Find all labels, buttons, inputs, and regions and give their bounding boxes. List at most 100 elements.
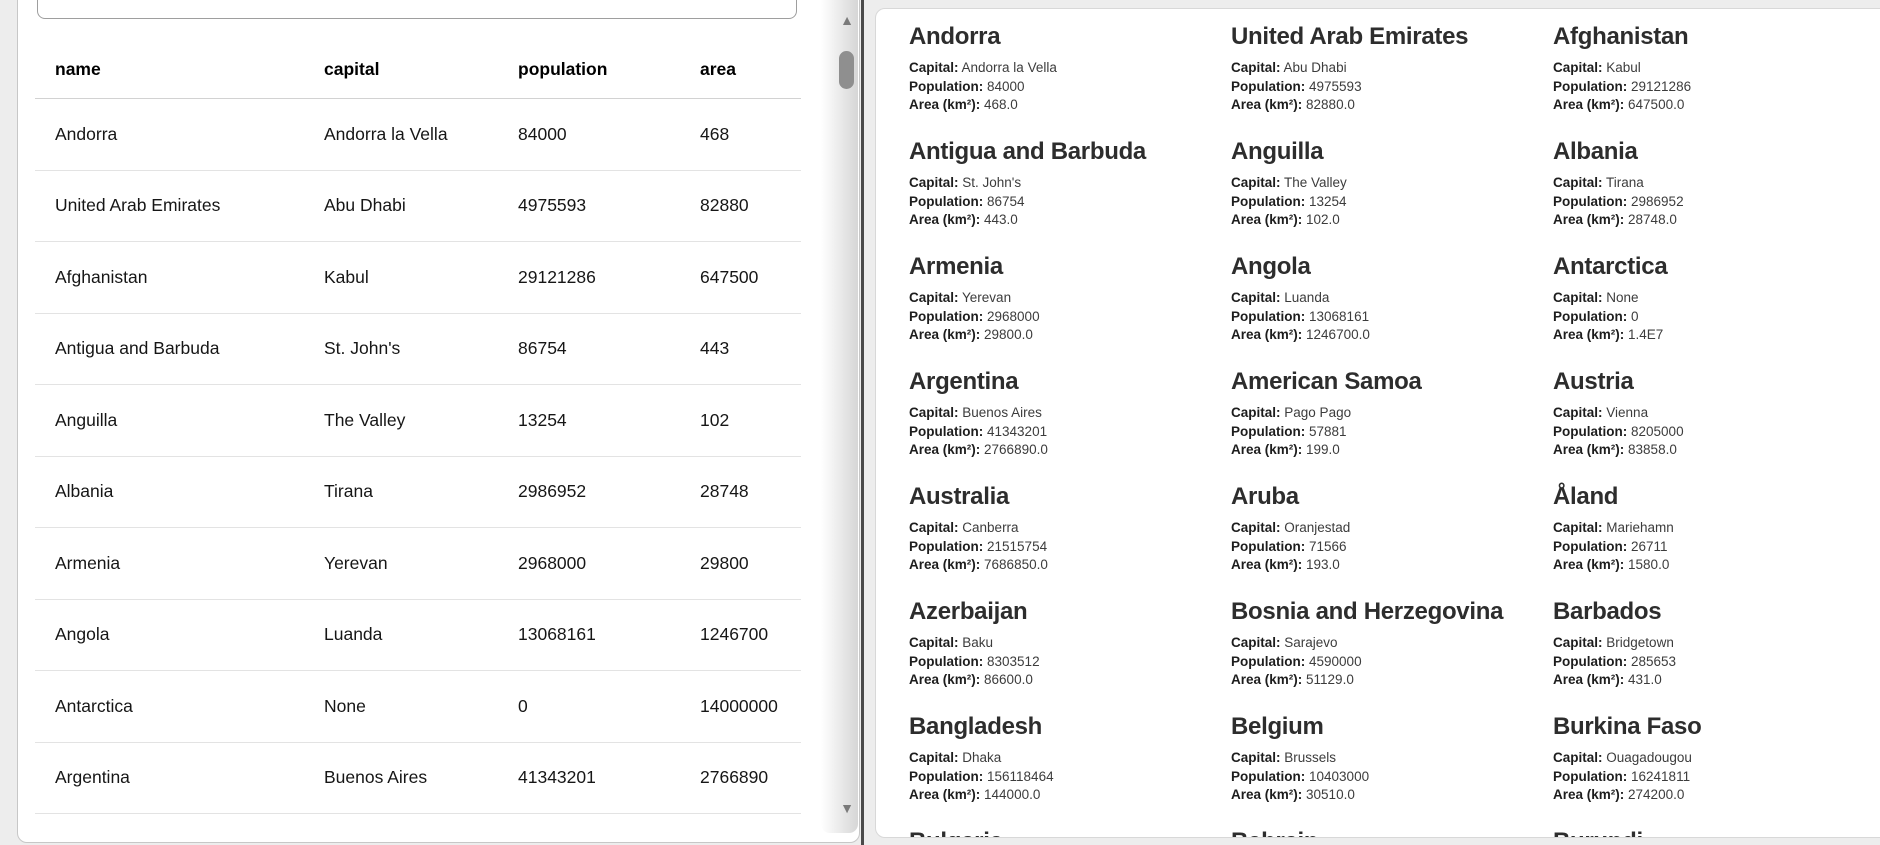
table-row[interactable]: Angola Luanda 13068161 1246700 xyxy=(35,599,801,671)
card-title: Austria xyxy=(1553,368,1634,395)
area-value: 468.0 xyxy=(984,97,1018,112)
table-row[interactable]: Argentina Buenos Aires 41343201 2766890 xyxy=(35,742,801,814)
card-capital-line: Capital: Vienna xyxy=(1553,404,1875,423)
capital-label: Capital: xyxy=(909,520,959,535)
column-header-population[interactable]: population xyxy=(498,41,680,99)
table-cell: 199 xyxy=(680,813,801,842)
card-capital-line: Capital: None xyxy=(1553,289,1875,308)
card-area-line: Area (km²): 102.0 xyxy=(1231,211,1553,230)
population-label: Population: xyxy=(909,308,984,324)
table-filter-input[interactable] xyxy=(37,0,797,19)
table-row[interactable]: Antarctica None 0 14000000 xyxy=(35,670,801,743)
column-header-capital[interactable]: capital xyxy=(304,41,498,99)
capital-label: Capital: xyxy=(1231,635,1281,650)
table-row[interactable]: Anguilla The Valley 13254 102 xyxy=(35,384,801,457)
card-capital-line: Capital: Kabul xyxy=(1553,59,1875,78)
card-title: Azerbaijan xyxy=(909,598,1028,625)
population-value: 13068161 xyxy=(1309,308,1370,324)
card-population-line: Population: 41343201 xyxy=(909,423,1231,442)
table-row[interactable]: Andorra Andorra la Vella 84000 468 xyxy=(35,98,801,171)
table-cell: 2766890 xyxy=(680,742,801,814)
population-label: Population: xyxy=(1231,78,1306,94)
population-value: 10403000 xyxy=(1309,768,1370,784)
population-value: 8303512 xyxy=(987,653,1040,669)
column-header-name[interactable]: name xyxy=(35,41,304,99)
card-title: Armenia xyxy=(909,253,1003,280)
table-cell: United Arab Emirates xyxy=(35,170,304,242)
population-value: 285653 xyxy=(1631,653,1677,669)
population-value: 29121286 xyxy=(1631,78,1692,94)
card-title: Burundi xyxy=(1553,829,1875,838)
card-population-line: Population: 57881 xyxy=(1231,423,1553,442)
area-label: Area (km²): xyxy=(1553,97,1625,112)
column-header-area[interactable]: area xyxy=(680,41,801,99)
population-value: 156118464 xyxy=(987,768,1054,784)
table-scrollbar[interactable]: ▲ ▼ xyxy=(821,0,858,833)
population-label: Population: xyxy=(1231,653,1306,669)
population-value: 4975593 xyxy=(1309,78,1362,94)
table-row[interactable]: American SamoaPago Pago57881199 xyxy=(35,813,801,842)
capital-value: Yerevan xyxy=(962,290,1012,305)
table-cell: Anguilla xyxy=(35,384,304,457)
scrollbar-thumb[interactable] xyxy=(839,51,854,89)
country-card: Austria Capital: Vienna Population: 820500… xyxy=(1553,369,1875,484)
table-row[interactable]: Armenia Yerevan 2968000 29800 xyxy=(35,527,801,600)
population-label: Population: xyxy=(1231,538,1306,554)
card-population-line: Population: 2968000 xyxy=(909,308,1231,327)
capital-value: Abu Dhabi xyxy=(1283,60,1347,75)
table-cell: 14000000 xyxy=(680,670,801,743)
population-label: Population: xyxy=(1553,538,1628,554)
population-label: Population: xyxy=(1553,653,1628,669)
card-population-line: Population: 86754 xyxy=(909,193,1231,212)
population-value: 41343201 xyxy=(987,423,1048,439)
country-card: Angola Capital: Luanda Population: 1306816… xyxy=(1231,254,1553,369)
capital-label: Capital: xyxy=(1231,60,1281,75)
capital-value: Baku xyxy=(962,635,994,650)
country-card: Argentina Capital: Buenos Aires Population… xyxy=(909,369,1231,484)
area-value: 28748.0 xyxy=(1628,212,1677,227)
area-value: 83858.0 xyxy=(1628,442,1677,457)
area-label: Area (km²): xyxy=(1553,442,1625,457)
card-area-line: Area (km²): 193.0 xyxy=(1231,556,1553,575)
card-title: Belgium xyxy=(1231,713,1324,740)
capital-label: Capital: xyxy=(1553,635,1603,650)
card-population-line: Population: 4975593 xyxy=(1231,78,1553,97)
country-card: Burkina Faso Capital: Ouagadougou Populati… xyxy=(1553,714,1875,829)
population-value: 21515754 xyxy=(987,538,1048,554)
card-capital-line: Capital: Pago Pago xyxy=(1231,404,1553,423)
capital-value: Pago Pago xyxy=(1284,405,1352,420)
population-label: Population: xyxy=(1553,423,1628,439)
area-label: Area (km²): xyxy=(1231,672,1303,687)
population-label: Population: xyxy=(909,423,984,439)
country-card: Anguilla Capital: The Valley Population: 1… xyxy=(1231,139,1553,254)
population-value: 0 xyxy=(1631,308,1639,324)
card-title: Åland xyxy=(1553,483,1619,510)
area-value: 1246700.0 xyxy=(1306,327,1370,342)
capital-value: Andorra la Vella xyxy=(961,60,1057,75)
triangle-up-icon: ▲ xyxy=(840,12,854,28)
table-row[interactable]: United Arab Emirates Abu Dhabi 4975593 8288… xyxy=(35,170,801,242)
capital-value: Tirana xyxy=(1606,175,1644,190)
table-row[interactable]: Albania Tirana 2986952 28748 xyxy=(35,456,801,528)
table-cell: Luanda xyxy=(304,599,498,671)
country-card: Albania Capital: Tirana Population: 298695… xyxy=(1553,139,1875,254)
capital-value: Oranjestad xyxy=(1284,520,1351,535)
pane-splitter[interactable] xyxy=(861,0,864,845)
capital-value: St. John's xyxy=(962,175,1022,190)
table-cell: Angola xyxy=(35,599,304,671)
table-row[interactable]: Afghanistan Kabul 29121286 647500 xyxy=(35,241,801,314)
card-population-line: Population: 2986952 xyxy=(1553,193,1875,212)
card-area-line: Area (km²): 30510.0 xyxy=(1231,786,1553,805)
scroll-down-button[interactable]: ▼ xyxy=(835,801,859,817)
population-value: 26711 xyxy=(1631,538,1668,554)
table-row[interactable]: Antigua and Barbuda St. John's 86754 443 xyxy=(35,313,801,385)
capital-label: Capital: xyxy=(1231,405,1281,420)
card-capital-line: Capital: Buenos Aires xyxy=(909,404,1231,423)
capital-label: Capital: xyxy=(1231,290,1281,305)
card-title: Barbados xyxy=(1553,598,1662,625)
capital-label: Capital: xyxy=(1553,750,1603,765)
card-population-line: Population: 8303512 xyxy=(909,653,1231,672)
scroll-up-button[interactable]: ▲ xyxy=(835,13,859,29)
country-card: Andorra Capital: Andorra la Vella Populati… xyxy=(909,24,1231,139)
country-card: United Arab Emirates Capital: Abu Dhabi Po… xyxy=(1231,24,1553,139)
